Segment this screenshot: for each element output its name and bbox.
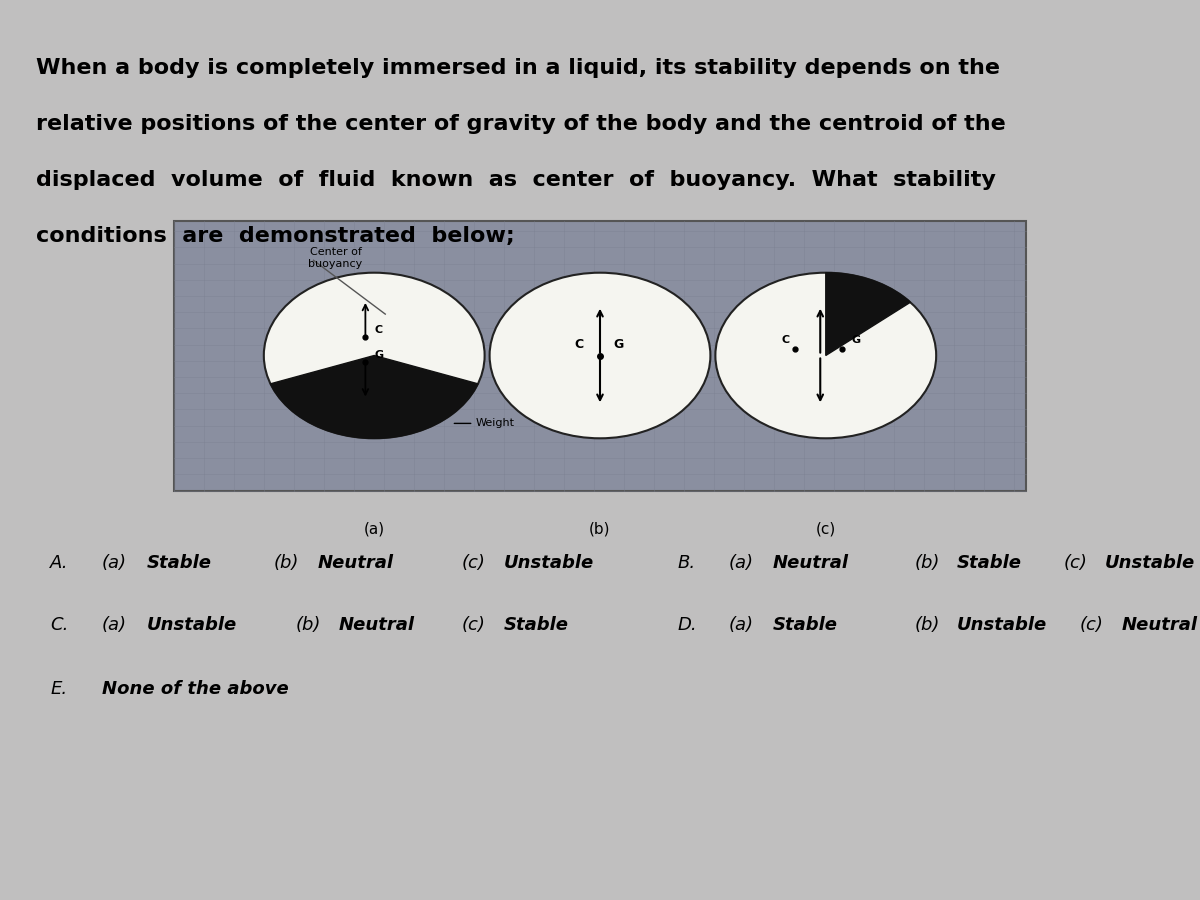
Circle shape	[490, 273, 710, 438]
Text: (b): (b)	[914, 616, 940, 634]
Text: (a): (a)	[728, 554, 754, 572]
Text: G: G	[374, 349, 383, 360]
Text: Center of
buoyancy: Center of buoyancy	[308, 248, 362, 269]
Text: A.: A.	[50, 554, 68, 572]
Text: Neutral: Neutral	[338, 616, 414, 634]
Text: Stable: Stable	[146, 554, 211, 572]
Polygon shape	[826, 273, 911, 356]
Polygon shape	[270, 356, 478, 438]
Text: (c): (c)	[462, 616, 486, 634]
Text: C: C	[374, 325, 383, 335]
Text: (a): (a)	[728, 616, 754, 634]
Text: C.: C.	[50, 616, 68, 634]
Text: (c): (c)	[1063, 554, 1087, 572]
Text: Stable: Stable	[504, 616, 569, 634]
Text: Unstable: Unstable	[504, 554, 594, 572]
Text: conditions  are  demonstrated  below;: conditions are demonstrated below;	[36, 226, 515, 246]
Text: Weight: Weight	[475, 418, 515, 428]
Text: None of the above: None of the above	[102, 680, 289, 698]
Text: E.: E.	[50, 680, 67, 698]
Text: When a body is completely immersed in a liquid, its stability depends on the: When a body is completely immersed in a …	[36, 58, 1000, 78]
Text: (c): (c)	[1080, 616, 1104, 634]
Text: relative positions of the center of gravity of the body and the centroid of the: relative positions of the center of grav…	[36, 114, 1006, 134]
Text: G: G	[851, 335, 860, 345]
Circle shape	[264, 273, 485, 438]
Text: C: C	[781, 335, 790, 345]
Text: (b): (b)	[274, 554, 299, 572]
Text: Unstable: Unstable	[146, 616, 236, 634]
Text: (b): (b)	[589, 522, 611, 537]
Text: (b): (b)	[295, 616, 320, 634]
Text: (a): (a)	[102, 554, 127, 572]
Text: Neutral: Neutral	[773, 554, 848, 572]
Circle shape	[715, 273, 936, 438]
Text: (b): (b)	[914, 554, 940, 572]
Text: B.: B.	[678, 554, 696, 572]
Text: Stable: Stable	[956, 554, 1021, 572]
Bar	[174, 220, 1026, 491]
Text: Stable: Stable	[773, 616, 838, 634]
Text: displaced  volume  of  fluid  known  as  center  of  buoyancy.  What  stability: displaced volume of fluid known as cente…	[36, 170, 996, 190]
Text: C: C	[575, 338, 583, 351]
Text: D.: D.	[678, 616, 697, 634]
Text: Unstable: Unstable	[956, 616, 1046, 634]
Text: Neutral: Neutral	[1122, 616, 1198, 634]
Text: (a): (a)	[102, 616, 127, 634]
Text: Unstable: Unstable	[1105, 554, 1195, 572]
Text: (c): (c)	[462, 554, 486, 572]
Text: G: G	[613, 338, 624, 351]
Text: Neutral: Neutral	[318, 554, 394, 572]
Text: (c): (c)	[816, 522, 836, 537]
Text: (a): (a)	[364, 522, 385, 537]
